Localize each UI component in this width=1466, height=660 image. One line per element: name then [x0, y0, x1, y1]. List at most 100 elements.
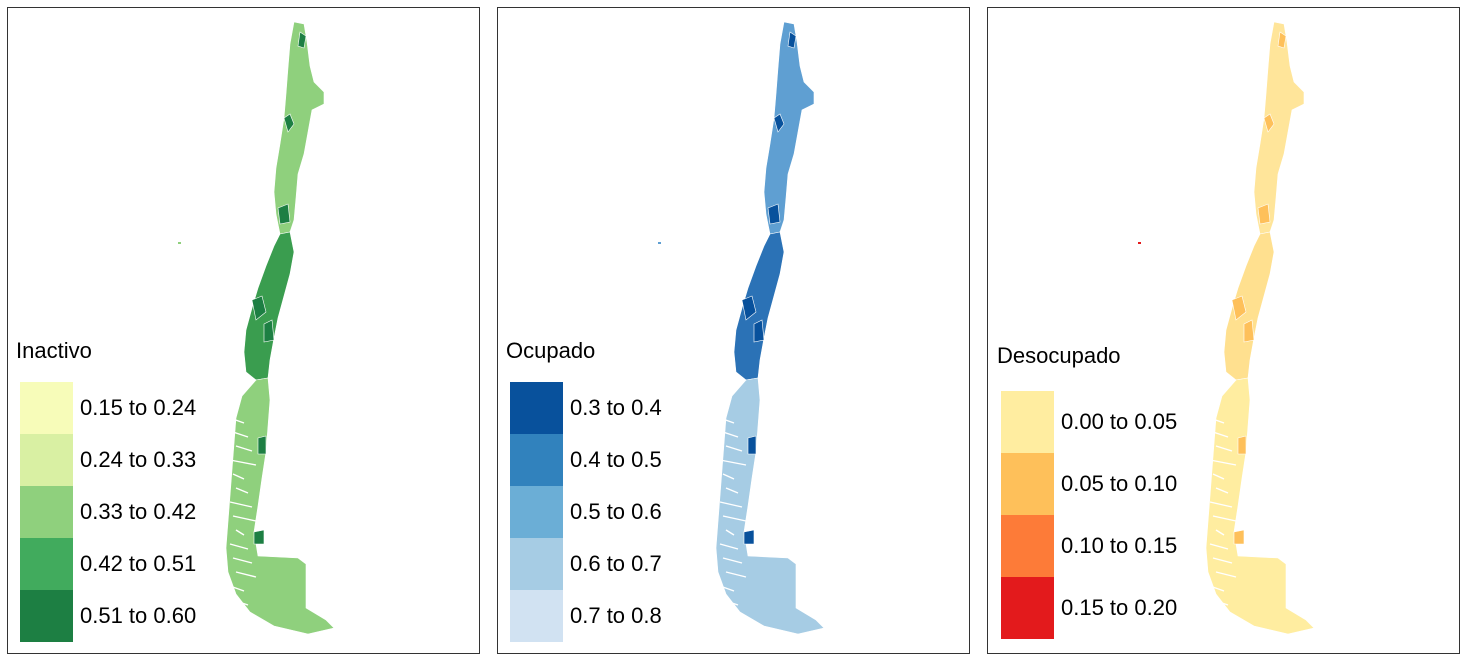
region-central: [243, 231, 295, 381]
fjord-line: [719, 459, 747, 466]
map-panel-ocupado: Ocupado 0.3 to 0.4 0.4 to 0.5 0.5 to 0.6 0.…: [497, 7, 970, 654]
fjord-line: [1215, 445, 1233, 452]
fjord-line: [1212, 599, 1229, 606]
legend-label: 0.6 to 0.7: [570, 551, 662, 576]
fjord-line: [229, 501, 253, 508]
legend-title: Desocupado: [997, 343, 1121, 368]
region-detail: [1243, 319, 1255, 343]
region-detail: [767, 203, 781, 225]
legend-swatch: [1001, 391, 1054, 453]
legend-swatch: [20, 382, 73, 434]
legend-label: 0.05 to 0.10: [1061, 471, 1178, 496]
legend-title: Ocupado: [506, 338, 596, 363]
fjord-line: [1215, 487, 1229, 494]
fjord-line: [1209, 585, 1225, 592]
fjord-line: [722, 515, 747, 522]
fjord-line: [232, 557, 253, 564]
fjord-line: [1209, 459, 1237, 466]
region-detail: [1277, 31, 1287, 49]
legend-swatch: [20, 486, 73, 538]
choropleth-map-desocupado: [1138, 21, 1315, 635]
region-north: [273, 21, 325, 235]
region-detail: [1257, 203, 1271, 225]
fjord-line: [232, 515, 257, 522]
fjord-line: [722, 599, 739, 606]
region-north: [763, 21, 815, 235]
region-central: [1223, 231, 1275, 381]
legend-swatch: [1001, 577, 1054, 639]
region-detail: [747, 435, 757, 455]
region-detail: [741, 295, 757, 321]
fjord-line: [1215, 571, 1237, 578]
fjord-line: [229, 585, 245, 592]
region-detail: [743, 529, 755, 545]
fjord-line: [719, 585, 735, 592]
choropleth-map-ocupado: [658, 21, 825, 635]
fjord-line: [1212, 515, 1237, 522]
fjord-line: [1212, 473, 1225, 480]
region-detail: [1233, 529, 1245, 545]
region-detail: [753, 319, 765, 343]
legend-label: 0.33 to 0.42: [80, 499, 197, 524]
legend-label: 0.24 to 0.33: [80, 447, 197, 472]
legend-swatch: [510, 590, 563, 642]
region-detail: [1231, 295, 1247, 321]
legend-label: 0.3 to 0.4: [570, 395, 662, 420]
region-detail: [297, 31, 307, 49]
fjord-line: [725, 487, 739, 494]
region-detail: [251, 295, 267, 321]
island-marker: [178, 242, 181, 244]
fjord-line: [232, 431, 249, 438]
legend-swatch: [510, 486, 563, 538]
region-detail: [1237, 435, 1247, 455]
fjord-line: [232, 599, 249, 606]
legend-label: 0.10 to 0.15: [1061, 533, 1178, 558]
island-marker: [658, 242, 661, 244]
legend-swatch: [510, 538, 563, 590]
region-detail: [787, 31, 797, 49]
region-south: [715, 377, 825, 635]
legend-label: 0.51 to 0.60: [80, 603, 197, 628]
legend-label: 0.7 to 0.8: [570, 603, 662, 628]
fjord-line: [235, 445, 253, 452]
fjord-line: [722, 431, 739, 438]
fjord-line: [1212, 431, 1229, 438]
fjord-line: [235, 571, 257, 578]
legend-label: 0.4 to 0.5: [570, 447, 662, 472]
fjord-line: [1209, 501, 1233, 508]
fjord-line: [1212, 557, 1233, 564]
fjord-line: [725, 529, 735, 536]
legend-swatch: [1001, 515, 1054, 577]
region-detail: [253, 529, 265, 545]
legend-title: Inactivo: [16, 338, 92, 363]
fjord-line: [232, 473, 245, 480]
map-panel-desocupado: Desocupado 0.00 to 0.05 0.05 to 0.10 0.10 …: [987, 7, 1460, 654]
fjord-line: [235, 529, 245, 536]
fjord-line: [229, 459, 257, 466]
map-panel-inactivo: Inactivo 0.15 to 0.24 0.24 to 0.33 0.33 to…: [7, 7, 480, 654]
region-detail: [1263, 113, 1275, 133]
fjord-line: [722, 557, 743, 564]
fjord-line: [1209, 417, 1225, 424]
legend-swatch: [20, 590, 73, 642]
region-detail: [257, 435, 267, 455]
legend-label: 0.00 to 0.05: [1061, 409, 1178, 434]
region-north: [1253, 21, 1305, 235]
region-detail: [773, 113, 785, 133]
legend-swatch: [20, 538, 73, 590]
region-central: [733, 231, 785, 381]
fjord-line: [722, 473, 735, 480]
region-detail: [263, 319, 275, 343]
legend-swatch: [1001, 453, 1054, 515]
region-detail: [277, 203, 291, 225]
region-detail: [283, 113, 295, 133]
fjord-line: [229, 543, 249, 550]
fjord-line: [229, 417, 245, 424]
legend-label: 0.15 to 0.24: [80, 395, 197, 420]
choropleth-map-inactivo: [178, 21, 335, 635]
legend-swatch: [510, 382, 563, 434]
fjord-line: [719, 543, 739, 550]
fjord-line: [1215, 529, 1225, 536]
island-marker: [1138, 242, 1141, 244]
legend-label: 0.15 to 0.20: [1061, 595, 1178, 620]
